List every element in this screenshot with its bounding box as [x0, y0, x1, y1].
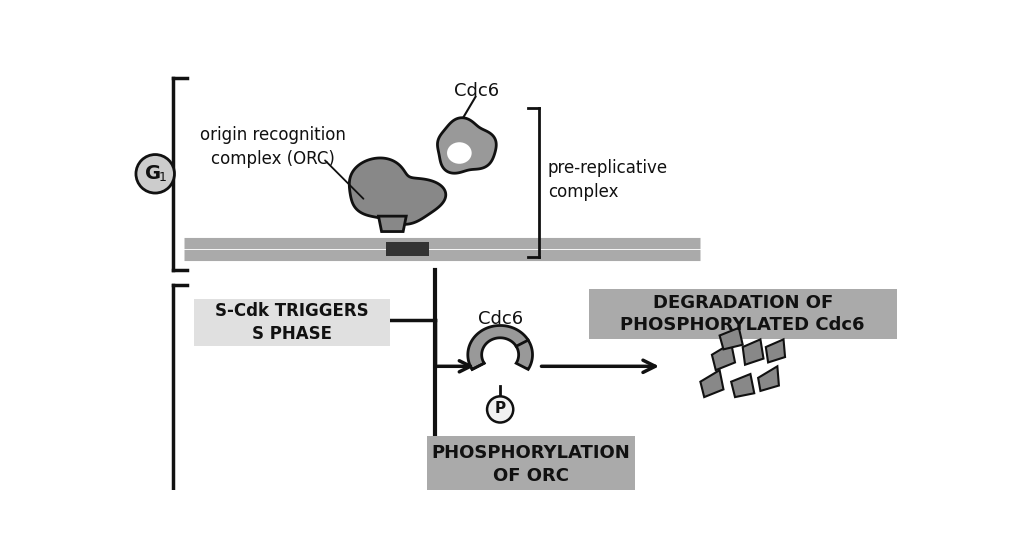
Text: DEGRADATION OF
PHOSPHORYLATED Cdc6: DEGRADATION OF PHOSPHORYLATED Cdc6: [621, 294, 865, 334]
Bar: [427, 436, 635, 493]
Text: P: P: [495, 401, 506, 416]
Text: Cdc6: Cdc6: [455, 81, 500, 100]
Polygon shape: [731, 374, 755, 397]
Text: 1: 1: [158, 171, 166, 184]
Polygon shape: [468, 326, 532, 370]
Polygon shape: [437, 118, 497, 173]
Polygon shape: [712, 343, 735, 370]
Polygon shape: [766, 339, 785, 362]
Bar: [589, 289, 897, 339]
Text: PHOSPHORYLATION
OF ORC: PHOSPHORYLATION OF ORC: [431, 444, 631, 485]
Circle shape: [136, 155, 174, 193]
Polygon shape: [758, 366, 779, 391]
Polygon shape: [720, 328, 742, 349]
Ellipse shape: [447, 142, 472, 164]
Bar: [194, 299, 390, 346]
Circle shape: [487, 397, 513, 422]
Polygon shape: [742, 339, 764, 365]
Text: G: G: [144, 163, 161, 183]
Bar: [386, 241, 429, 256]
Text: pre-replicative
complex: pre-replicative complex: [548, 159, 668, 201]
Polygon shape: [349, 158, 445, 224]
Text: origin recognition
complex (ORC): origin recognition complex (ORC): [200, 126, 346, 168]
Polygon shape: [379, 216, 407, 232]
Polygon shape: [700, 370, 724, 397]
Text: Cdc6: Cdc6: [477, 310, 522, 328]
Text: S-Cdk TRIGGERS
S PHASE: S-Cdk TRIGGERS S PHASE: [215, 301, 369, 343]
